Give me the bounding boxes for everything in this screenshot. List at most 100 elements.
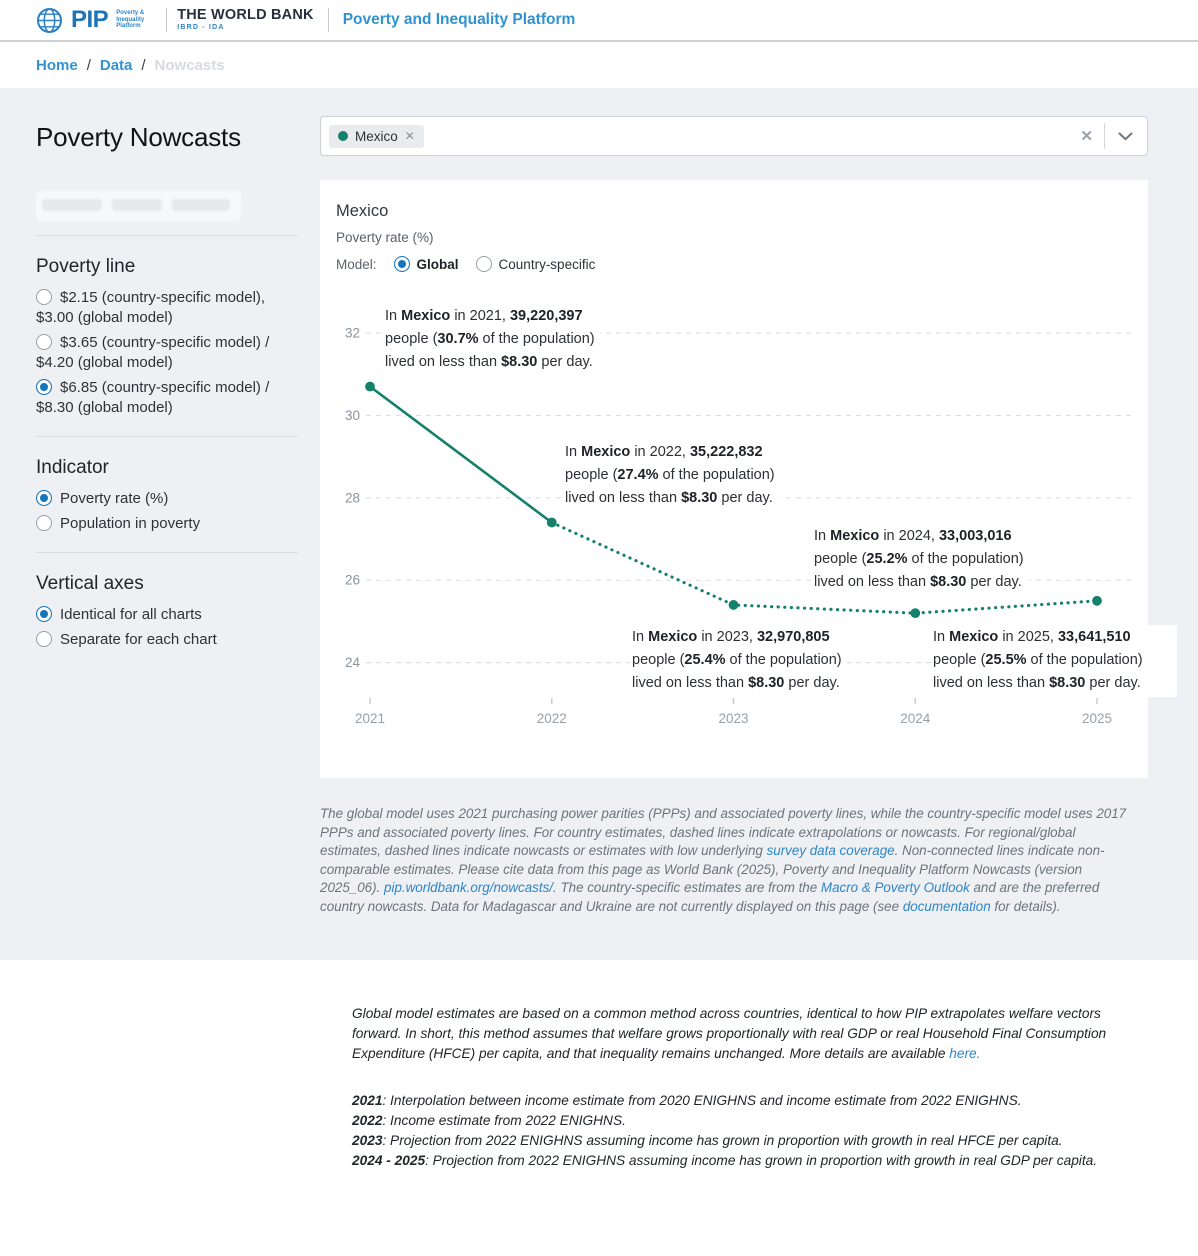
annotation-2023: In Mexico in 2023, 32,970,805 people (25.… — [630, 625, 847, 697]
radio-icon-selected — [36, 379, 52, 395]
header-divider — [166, 8, 168, 32]
radio-icon — [36, 515, 52, 531]
radio-icon — [36, 631, 52, 647]
vertical-axes-group: Identical for all charts Separate for ea… — [36, 605, 298, 650]
sidebar-divider — [36, 436, 298, 437]
annotation-2024: In Mexico in 2024, 33,003,016 people (25.… — [812, 524, 1029, 596]
radio-icon-selected — [393, 256, 410, 272]
svg-text:26: 26 — [345, 573, 360, 588]
radio-model-country-specific[interactable]: Country-specific — [475, 256, 596, 272]
vertical-axes-heading: Vertical axes — [36, 573, 144, 594]
global-model-paragraph: Global model estimates are based on a co… — [352, 1004, 1134, 1065]
svg-text:30: 30 — [345, 408, 360, 423]
world-bank-name: THE WORLD BANK — [177, 7, 314, 24]
chart-footnote: The global model uses 2021 purchasing po… — [320, 805, 1134, 917]
blurred-widget — [36, 191, 241, 221]
clear-selection-icon[interactable]: ✕ — [1080, 128, 1093, 145]
data-point-2022[interactable] — [546, 517, 557, 528]
radio-label: Identical for all charts — [60, 606, 202, 623]
radio-icon-selected — [36, 490, 52, 506]
text-segment: . Non-connected lines indicate non-compa… — [320, 843, 1105, 896]
details-link[interactable]: here. — [949, 1046, 981, 1062]
select-divider — [1104, 123, 1105, 149]
text-segment: The global model uses 2021 purchasing po… — [320, 806, 1127, 859]
radio-icon-selected — [36, 606, 52, 622]
svg-text:2024: 2024 — [900, 711, 931, 726]
svg-text:32: 32 — [345, 326, 360, 341]
model-label: Model: — [336, 256, 377, 272]
select-controls: ✕ — [1069, 123, 1137, 149]
indicator-group: Poverty rate (%) Population in poverty — [36, 489, 298, 534]
radio-icon — [36, 334, 52, 350]
svg-text:24: 24 — [345, 655, 361, 670]
annotation-2022: In Mexico in 2022, 35,222,832 people (27.… — [563, 440, 780, 512]
text-segment: . The country-specific estimates are fro… — [553, 880, 821, 896]
pip-micro-label: Poverty & Inequality Platform — [116, 9, 145, 30]
remove-tag-icon[interactable]: ✕ — [404, 129, 415, 143]
country-select[interactable]: Mexico ✕ ✕ — [320, 116, 1148, 156]
app-header: PIP Poverty & Inequality Platform THE WO… — [0, 0, 1198, 42]
country-tag-mexico[interactable]: Mexico ✕ — [329, 124, 424, 148]
world-bank-sub: IBRD - IDA — [177, 24, 225, 32]
svg-text:28: 28 — [345, 490, 360, 505]
header-divider — [327, 8, 329, 32]
method-note-2022: 2022: Income estimate from 2022 ENIGHNS. — [352, 1112, 626, 1128]
text-segment: and are the preferred country nowcasts. … — [320, 880, 1100, 914]
svg-text:2025: 2025 — [1082, 711, 1112, 726]
breadcrumb-current: Nowcasts — [154, 56, 225, 74]
radio-label: Global — [416, 256, 459, 272]
radio-icon — [475, 256, 492, 272]
pip-logo[interactable]: PIP Poverty & Inequality Platform — [36, 6, 156, 34]
svg-text:2023: 2023 — [718, 711, 748, 726]
main-area: Poverty Nowcasts Poverty line $2.15 (cou… — [0, 88, 1198, 960]
radio-population-in-poverty[interactable]: Population in poverty — [36, 514, 298, 534]
footnote-link[interactable]: survey data coverage — [766, 843, 895, 859]
radio-separate-axes[interactable]: Separate for each chart — [36, 630, 298, 650]
footnote-link[interactable]: documentation — [902, 898, 991, 914]
methodology-section: Global model estimates are based on a co… — [0, 960, 1198, 1172]
radio-label: $2.15 (country-specific model), $3.00 (g… — [36, 289, 266, 326]
data-point-2024[interactable] — [910, 608, 921, 619]
radio-poverty-line-365[interactable]: $3.65 (country-specific model) / $4.20 (… — [36, 333, 298, 373]
chart-title: Mexico — [336, 202, 389, 220]
radio-poverty-line-685[interactable]: $6.85 (country-specific model) / $8.30 (… — [36, 378, 298, 418]
country-tag-label: Mexico — [355, 128, 398, 144]
data-point-2021[interactable] — [365, 381, 375, 392]
radio-identical-axes[interactable]: Identical for all charts — [36, 605, 298, 625]
radio-label: Poverty rate (%) — [60, 490, 169, 507]
chevron-down-icon[interactable] — [1105, 132, 1137, 141]
chart-panel: Mexico Poverty rate (%) Model: Global Co… — [320, 180, 1177, 778]
breadcrumb: Home / Data / Nowcasts — [0, 42, 1198, 88]
breadcrumb-separator: / — [86, 56, 91, 74]
breadcrumb-data[interactable]: Data — [99, 56, 133, 74]
indicator-heading: Indicator — [36, 457, 109, 478]
page-title: Poverty Nowcasts — [36, 122, 241, 152]
poverty-line-group: $2.15 (country-specific model), $3.00 (g… — [36, 288, 298, 418]
content-column: Mexico ✕ ✕ Mexico Poverty rate (%) Model… — [320, 116, 1177, 960]
breadcrumb-home[interactable]: Home — [36, 56, 78, 74]
world-bank-globe-icon — [37, 7, 62, 33]
method-notes: 2021: Interpolation between income estim… — [352, 1091, 1198, 1172]
radio-label: Population in poverty — [60, 515, 201, 532]
text-segment: Global model estimates are based on a co… — [352, 1006, 1107, 1062]
radio-label: $3.65 (country-specific model) / $4.20 (… — [36, 334, 270, 371]
radio-label: Separate for each chart — [60, 631, 217, 648]
radio-model-global[interactable]: Global — [393, 256, 459, 272]
world-bank-logo[interactable]: THE WORLD BANK IBRD - IDA — [177, 7, 314, 32]
sidebar: Poverty Nowcasts Poverty line $2.15 (cou… — [36, 116, 298, 960]
annotation-2025: In Mexico in 2025, 33,641,510 people (25.… — [931, 625, 1177, 697]
svg-text:2022: 2022 — [537, 711, 567, 726]
data-point-2023[interactable] — [728, 600, 739, 610]
poverty-line-heading: Poverty line — [36, 256, 136, 277]
radio-label: Country-specific — [498, 256, 596, 272]
radio-poverty-rate[interactable]: Poverty rate (%) — [36, 489, 298, 509]
radio-poverty-line-215[interactable]: $2.15 (country-specific model), $3.00 (g… — [36, 288, 298, 328]
footnote-link[interactable]: pip.worldbank.org/nowcasts/ — [384, 880, 553, 896]
footnote-link[interactable]: Macro & Poverty Outlook — [820, 880, 970, 896]
radio-icon — [36, 289, 52, 305]
method-note-2023: 2023: Projection from 2022 ENIGHNS assum… — [352, 1133, 1063, 1149]
sidebar-divider — [36, 235, 298, 236]
data-point-2025[interactable] — [1092, 595, 1102, 606]
chart-header: Mexico Poverty rate (%) Model: Global Co… — [336, 202, 595, 272]
chart-subtitle: Poverty rate (%) — [336, 230, 434, 245]
